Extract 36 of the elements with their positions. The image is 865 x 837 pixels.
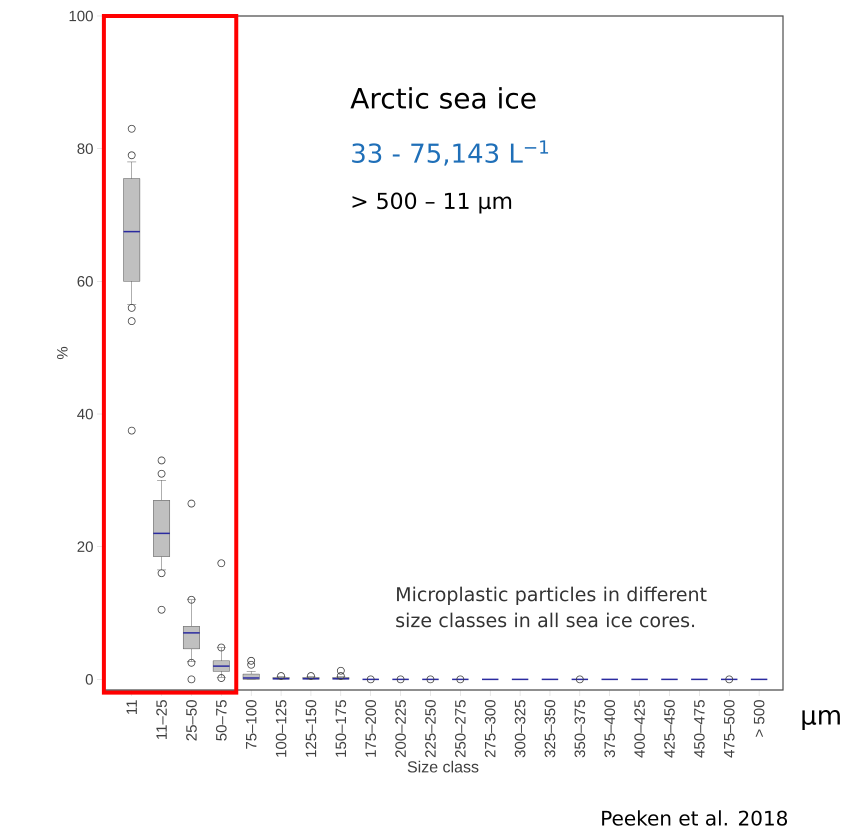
x-tick-label: 75–100 [246,700,256,749]
y-tick-label: 0 [86,674,93,685]
x-tick-label: > 500 [754,700,764,737]
x-tick-label: 175–200 [365,700,376,757]
x-tick-label: 375–400 [604,700,616,758]
x-tick-label: 400–425 [634,700,645,758]
x-tick-label: 475–500 [724,700,735,758]
x-tick-label: 11 [126,700,137,714]
x-tick-label: 250–275 [455,700,466,758]
y-tick-label: 40 [77,408,93,420]
x-tick-label: 225–250 [425,700,436,758]
text: µm [802,710,840,730]
x-tick-label: 50–75 [216,700,227,741]
x-tick-label: 325–350 [544,700,556,758]
y-tick-label: 20 [78,541,93,552]
y-tick-label: 80 [77,143,93,154]
annotation: > 500 – 11 µm [352,192,512,214]
x-tick-label: 100–125 [276,700,286,757]
y-tick-label: 60 [78,276,93,287]
x-tick-label: 11–25 [156,700,167,739]
annotation: Microplastic particles in different size classes in all sea ice cores. [396,586,707,628]
x-tick-label: 150–175 [336,700,346,757]
annotation: 33 - 75,143 L$^{−1}$ [352,140,548,166]
text: Peeken et al. 2018 [602,810,788,826]
y-axis-title: % [57,346,68,360]
x-tick-label: 125–150 [306,700,316,757]
y-tick-label: 100 [70,10,93,22]
x-tick-label: 25–50 [186,700,197,740]
x-axis-title: Size class [408,760,478,773]
annotation: Arctic sea ice [350,87,536,109]
x-tick-label: 300–325 [514,700,526,758]
x-tick-label: 425–450 [664,700,675,758]
x-tick-label: 275–300 [484,700,496,758]
x-tick-label: 350–375 [574,700,586,758]
x-tick-label: 200–225 [395,700,406,758]
x-tick-label: 450–475 [694,700,705,758]
